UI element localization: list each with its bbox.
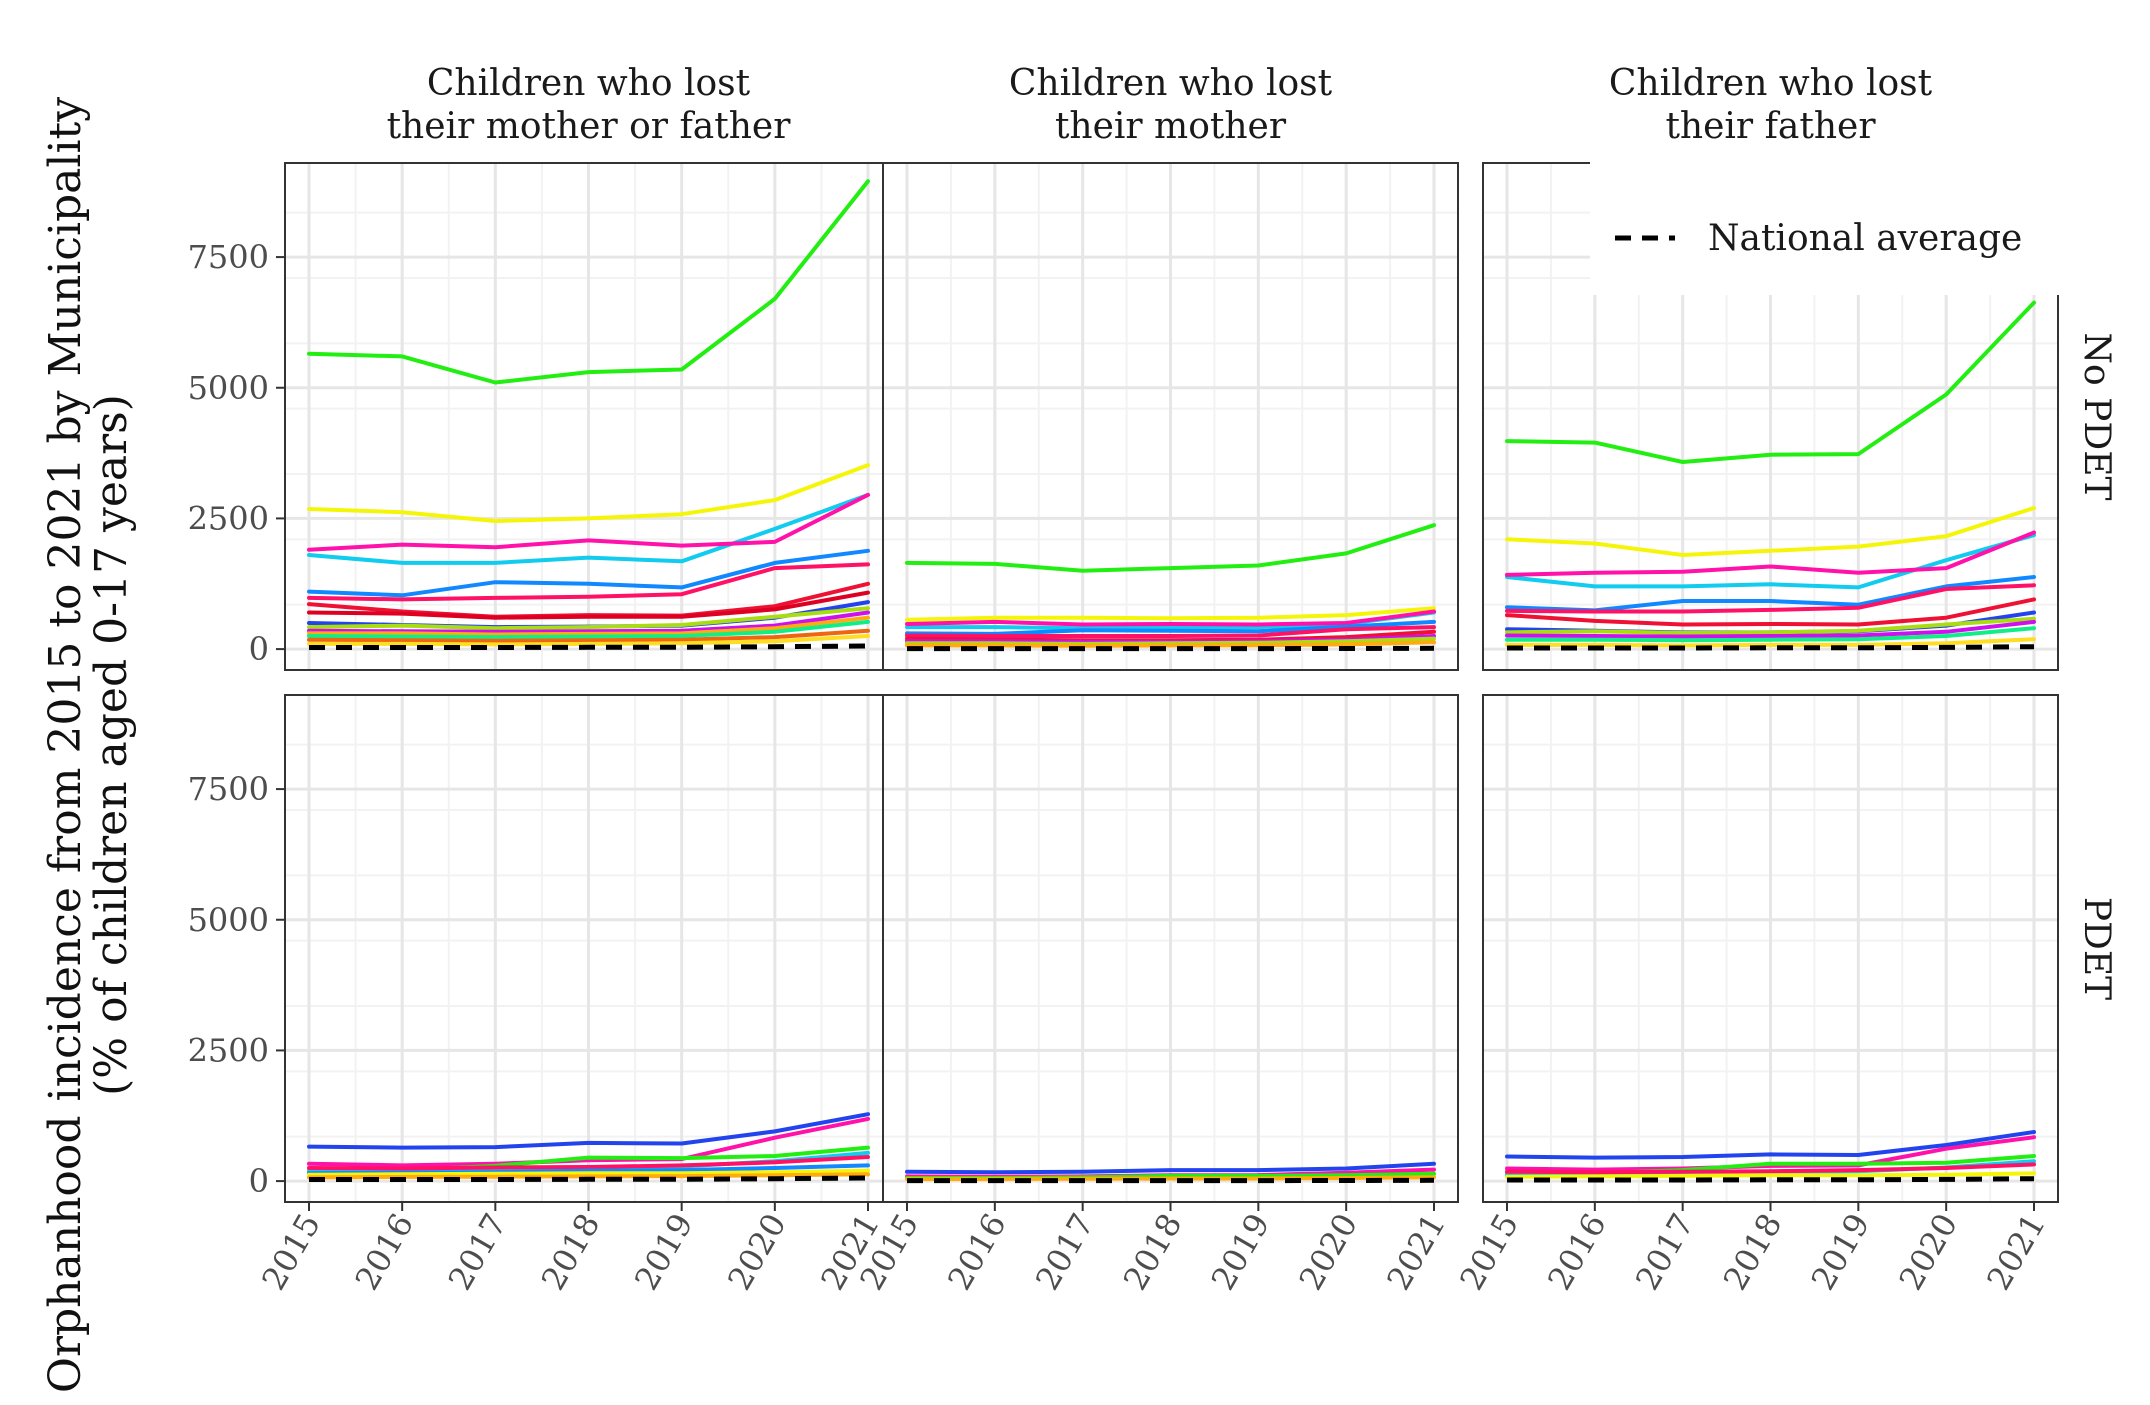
x-tick-label: 2016	[1540, 1207, 1614, 1297]
row-strip-label-2: PDET	[2076, 897, 2117, 1000]
column-strip-title-2-line1: Children who lost	[1009, 63, 1333, 104]
x-tick-label: 2019	[1204, 1207, 1278, 1297]
column-strip-title-3-line2: their father	[1665, 106, 1876, 147]
y-tick-label: 7500	[188, 770, 269, 808]
column-strip-title-1-line2: their mother or father	[387, 106, 792, 147]
y-axis-label-line1: Orphanhood incidence from 2015 to 2021 b…	[40, 97, 91, 1393]
x-tick-label: 2019	[1804, 1207, 1878, 1297]
column-strip-title-2-line2: their mother	[1055, 106, 1287, 147]
y-tick-label: 0	[249, 630, 269, 668]
y-tick-label: 2500	[188, 499, 269, 537]
legend-label-national-average: National average	[1708, 218, 2022, 259]
x-tick-label: 2017	[1628, 1207, 1702, 1297]
x-tick-label: 2016	[347, 1207, 421, 1297]
row-strip-label-1: No PDET	[2076, 333, 2117, 501]
y-tick-label: 5000	[188, 901, 269, 939]
x-tick-label: 2017	[441, 1207, 515, 1297]
column-strip-title-1-line1: Children who lost	[427, 63, 751, 104]
y-tick-label: 7500	[188, 238, 269, 276]
x-tick-label: 2021	[1979, 1207, 2053, 1297]
y-tick-label: 0	[249, 1162, 269, 1200]
x-tick-label: 2020	[1291, 1207, 1365, 1297]
x-tick-label: 2020	[720, 1207, 794, 1297]
legend: National average	[1590, 160, 2070, 295]
panel-1-1: 0 2500 5000 7500	[188, 163, 892, 670]
x-tick-label: 2020	[1891, 1207, 1965, 1297]
x-tick-label: 2018	[534, 1207, 608, 1297]
x-tick-label: 2021	[1379, 1207, 1453, 1297]
x-tick-label: 2015	[254, 1207, 328, 1297]
column-strip-title-3-line1: Children who lost	[1609, 63, 1933, 104]
x-tick-label: 2019	[627, 1207, 701, 1297]
x-tick-label: 2015	[1452, 1207, 1526, 1297]
y-axis-label-line2: (% of children aged 0-17 years)	[86, 394, 137, 1096]
x-tick-label: 2017	[1028, 1207, 1102, 1297]
panel-1-2	[883, 163, 1458, 670]
x-tick-label: 2018	[1116, 1207, 1190, 1297]
y-axis-label: Orphanhood incidence from 2015 to 2021 b…	[40, 97, 137, 1393]
x-tick-label: 2018	[1716, 1207, 1790, 1297]
x-tick-label: 2016	[940, 1207, 1014, 1297]
y-tick-label: 2500	[188, 1031, 269, 1069]
y-tick-label: 5000	[188, 369, 269, 407]
